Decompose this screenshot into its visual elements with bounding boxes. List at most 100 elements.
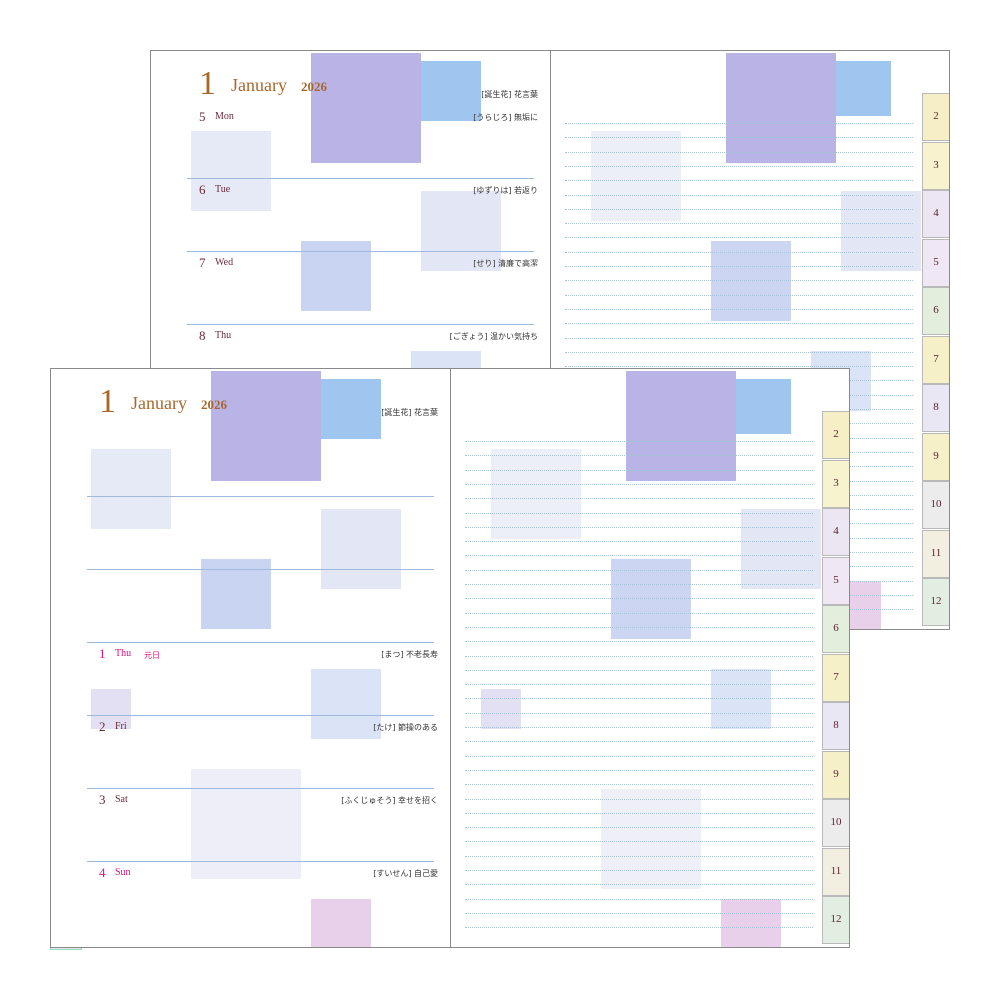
flower-art bbox=[741, 509, 821, 589]
month-tab-label: 5 bbox=[833, 573, 839, 586]
flower-art bbox=[481, 689, 521, 729]
month-tab-label: 2 bbox=[933, 110, 939, 122]
ruled-line bbox=[465, 555, 813, 557]
month-tab[interactable]: 5 bbox=[922, 238, 949, 287]
flower-word: [たけ] 節操のある bbox=[373, 723, 438, 732]
day-divider bbox=[87, 642, 434, 643]
ruled-line bbox=[465, 455, 813, 457]
month-tab[interactable]: 11 bbox=[822, 847, 849, 896]
flower-art bbox=[91, 689, 131, 729]
flower-art bbox=[841, 191, 921, 271]
ruled-line bbox=[465, 755, 813, 757]
month-tab[interactable]: 9 bbox=[922, 432, 949, 481]
month-tab-label: 8 bbox=[933, 401, 939, 413]
month-tab[interactable]: 8 bbox=[922, 384, 949, 432]
flower-art bbox=[591, 131, 681, 221]
ruled-line bbox=[565, 323, 913, 325]
ruled-line bbox=[465, 927, 813, 929]
month-tab[interactable]: 2 bbox=[922, 93, 949, 141]
ruled-line bbox=[465, 741, 813, 743]
month-tab[interactable]: 3 bbox=[822, 459, 849, 508]
month-tab[interactable]: 3 bbox=[922, 141, 949, 190]
month-tab[interactable]: 6 bbox=[922, 287, 949, 335]
ruled-line bbox=[465, 698, 813, 700]
ruled-line bbox=[565, 165, 913, 167]
month-tab-label: 9 bbox=[933, 449, 939, 462]
month-tab-label: 3 bbox=[933, 158, 939, 171]
flower-art bbox=[626, 371, 736, 481]
flower-art bbox=[191, 769, 301, 879]
flower-word: [せり] 清廉で高潔 bbox=[473, 259, 538, 268]
day-date: 1 bbox=[99, 646, 106, 661]
flower-art bbox=[201, 559, 271, 629]
ruled-line bbox=[465, 669, 813, 671]
day-divider bbox=[187, 178, 534, 179]
ruled-line bbox=[465, 469, 813, 471]
month-tab[interactable]: 2 bbox=[822, 411, 849, 459]
month-tab[interactable]: 4 bbox=[922, 190, 949, 238]
ruled-line bbox=[565, 151, 913, 153]
ruled-line bbox=[465, 769, 813, 771]
ruled-line bbox=[465, 655, 813, 657]
day-date: 3 bbox=[99, 792, 106, 807]
ruled-line bbox=[465, 483, 813, 485]
month-tab[interactable]: 5 bbox=[822, 556, 849, 605]
ruled-line bbox=[565, 280, 913, 282]
month-tab[interactable]: 7 bbox=[822, 653, 849, 702]
day-divider bbox=[87, 861, 434, 862]
month-tab[interactable]: 12 bbox=[922, 578, 949, 626]
flower-art bbox=[836, 61, 891, 116]
day-divider bbox=[187, 251, 534, 252]
month-tab[interactable]: 10 bbox=[822, 799, 849, 847]
ruled-line bbox=[565, 337, 913, 339]
ruled-line bbox=[465, 884, 813, 886]
flower-art bbox=[321, 509, 401, 589]
month-number: 1 bbox=[199, 65, 216, 102]
holiday: 元日 bbox=[144, 651, 160, 660]
month-name: January bbox=[231, 75, 287, 95]
ruled-line bbox=[465, 812, 813, 814]
flower-art bbox=[311, 669, 381, 739]
day-date: 6 bbox=[199, 182, 206, 197]
month-tab-label: 7 bbox=[933, 352, 939, 365]
month-tab-label: 6 bbox=[833, 622, 839, 634]
left-page: 1 January 2026 [誕生花] 花言葉 1 Thu 元日 [まつ] 不老長寿 2 Fri… bbox=[50, 368, 451, 948]
ruled-line bbox=[565, 180, 913, 182]
flower-word: [まつ] 不老長寿 bbox=[381, 650, 438, 659]
month-tab[interactable]: 9 bbox=[822, 750, 849, 799]
right-page: 2 3 4 5 6 7 8 9 10 11 12 bbox=[450, 368, 850, 948]
month-name: January bbox=[131, 393, 187, 413]
ruled-line bbox=[465, 784, 813, 786]
month-number: 1 bbox=[99, 383, 116, 420]
ruled-line bbox=[565, 366, 913, 368]
ruled-line bbox=[465, 798, 813, 800]
month-tab[interactable]: 6 bbox=[822, 605, 849, 653]
month-tab-label: 10 bbox=[930, 498, 942, 510]
day-divider bbox=[87, 715, 434, 716]
flower-art bbox=[311, 53, 421, 163]
flower-art bbox=[726, 53, 836, 163]
flower-art bbox=[301, 241, 371, 311]
flower-word: [ふくじゅそう] 幸せを招く bbox=[341, 796, 438, 805]
month-tab[interactable]: 11 bbox=[922, 529, 949, 578]
month-tab[interactable]: 4 bbox=[822, 508, 849, 556]
flower-art bbox=[601, 789, 701, 889]
month-tab[interactable]: 12 bbox=[822, 896, 849, 944]
month-tab-label: 10 bbox=[830, 816, 842, 828]
flower-art bbox=[491, 449, 581, 539]
day-date: 7 bbox=[199, 255, 206, 270]
month-tab[interactable]: 7 bbox=[922, 335, 949, 384]
month-tab-label: 7 bbox=[833, 670, 839, 683]
flower-art bbox=[91, 449, 171, 529]
ruled-line bbox=[465, 870, 813, 871]
year: 2026 bbox=[201, 397, 227, 412]
month-tab[interactable]: 8 bbox=[822, 702, 849, 750]
ruled-line bbox=[465, 498, 813, 500]
day-weekday: Sat bbox=[115, 794, 128, 805]
ruled-line bbox=[465, 626, 813, 628]
month-tab[interactable]: 10 bbox=[922, 481, 949, 529]
flower-art bbox=[191, 131, 271, 211]
day-weekday: Sun bbox=[115, 867, 131, 878]
ruled-line bbox=[465, 684, 813, 686]
ruled-line bbox=[465, 841, 813, 843]
